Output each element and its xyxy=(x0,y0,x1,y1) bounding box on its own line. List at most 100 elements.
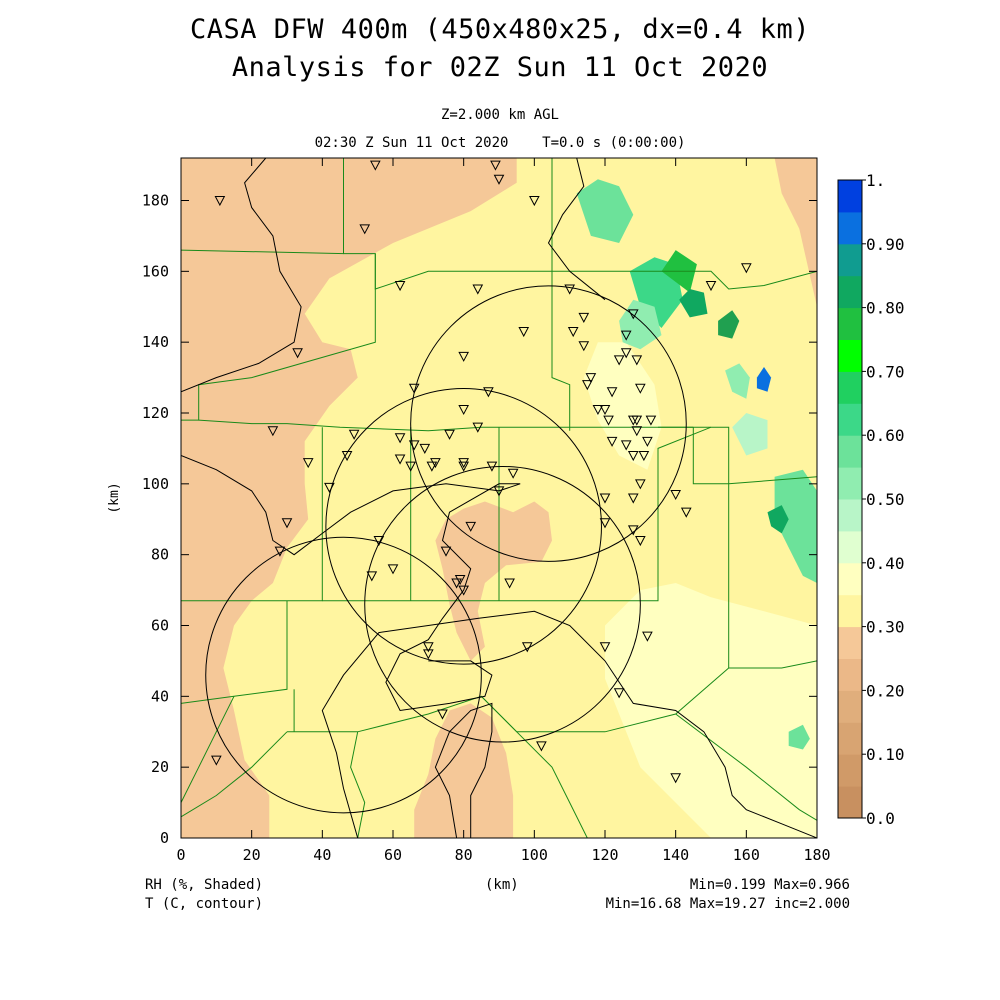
station-marker xyxy=(437,709,448,720)
rh-shaded-region xyxy=(679,289,708,318)
rh-shaded-region xyxy=(435,501,552,661)
station-marker xyxy=(458,585,469,596)
station-marker xyxy=(635,536,646,547)
colorbar-swatch xyxy=(838,658,862,691)
colorbar-label: 0.70 xyxy=(866,362,905,381)
rh-shaded-region xyxy=(583,342,662,470)
station-marker xyxy=(741,263,752,274)
x-tick-label: 180 xyxy=(803,846,830,864)
county-border xyxy=(181,427,323,602)
radar-range-ring xyxy=(364,465,641,743)
y-tick-label: 160 xyxy=(142,262,169,280)
station-marker xyxy=(281,518,293,529)
colorbar-swatch xyxy=(838,243,862,277)
y-tick-label: 20 xyxy=(151,758,169,776)
temperature-contour xyxy=(547,158,606,301)
colorbar-swatch xyxy=(838,307,862,340)
colorbar-swatch xyxy=(838,435,862,468)
station-marker xyxy=(292,348,303,359)
rh-shaded-region xyxy=(181,158,517,838)
y-tick-label: 40 xyxy=(151,687,169,705)
temperature-contour xyxy=(434,702,493,838)
station-marker xyxy=(536,741,547,752)
colorbar-swatch xyxy=(838,275,862,309)
station-marker xyxy=(642,436,653,447)
rh-shaded-region xyxy=(718,310,740,339)
station-marker xyxy=(387,564,399,575)
rh-shaded-region xyxy=(576,179,634,243)
station-marker xyxy=(440,546,452,557)
radar-range-ring xyxy=(205,536,482,814)
station-marker xyxy=(458,351,469,362)
colorbar-swatch xyxy=(838,499,862,532)
plot-frame xyxy=(180,157,818,839)
x-tick-label: 20 xyxy=(243,846,261,864)
y-tick-label: 140 xyxy=(142,333,169,351)
station-marker xyxy=(670,773,681,784)
y-tick-label: 80 xyxy=(151,546,169,564)
x-tick-label: 160 xyxy=(733,846,760,864)
contour-stats: Min=16.68 Max=19.27 inc=2.000 xyxy=(605,896,850,912)
station-marker xyxy=(373,536,385,547)
station-marker xyxy=(493,486,505,497)
station-marker xyxy=(642,631,653,642)
county-border xyxy=(181,696,235,803)
station-marker xyxy=(529,196,540,207)
colorbar-swatch xyxy=(838,530,862,564)
y-axis-label: (km) xyxy=(107,482,122,513)
chart-subtitle: Analysis for 02Z Sun 11 Oct 2020 xyxy=(231,52,769,83)
station-marker xyxy=(348,429,360,440)
plot-area xyxy=(181,158,817,838)
county-border xyxy=(692,427,817,669)
colorbar-swatch xyxy=(838,467,862,500)
colorbar-swatch xyxy=(838,722,862,755)
county-border xyxy=(322,426,730,602)
station-marker xyxy=(635,479,646,490)
station-marker xyxy=(627,525,639,536)
y-tick-label: 60 xyxy=(151,617,169,635)
rh-shaded-region xyxy=(605,583,817,838)
colorbar-label: 0.30 xyxy=(866,618,905,637)
station-marker xyxy=(578,341,590,352)
station-marker xyxy=(394,281,406,292)
colorbar-swatch xyxy=(838,594,862,628)
station-marker xyxy=(631,426,643,437)
station-marker xyxy=(627,309,639,320)
station-marker xyxy=(408,440,420,451)
rh-shaded-region xyxy=(414,703,514,838)
station-marker xyxy=(613,688,625,699)
station-marker xyxy=(214,196,226,207)
x-tick-label: 0 xyxy=(176,846,185,864)
station-marker xyxy=(631,355,643,366)
station-marker xyxy=(504,578,515,589)
station-marker xyxy=(394,433,406,444)
y-tick-label: 0 xyxy=(160,829,169,847)
station-marker xyxy=(490,160,501,171)
colorbar-swatch xyxy=(838,562,862,596)
shade-stats: Min=0.199 Max=0.966 xyxy=(689,877,850,893)
station-marker xyxy=(454,574,466,586)
colorbar-swatch xyxy=(838,626,862,659)
colorbar-label: 0.0 xyxy=(866,809,895,828)
rh-shaded-region xyxy=(774,158,817,307)
station-marker xyxy=(341,451,353,462)
station-marker xyxy=(507,468,519,479)
station-marker xyxy=(430,458,441,469)
chart-title: CASA DFW 400m (450x480x25, dx=0.4 km) xyxy=(190,14,810,45)
station-marker xyxy=(324,482,335,493)
colorbar-swatch xyxy=(838,786,862,819)
station-marker xyxy=(444,429,455,440)
colorbar-swatch xyxy=(838,211,862,245)
colorbar-label: 0.20 xyxy=(866,681,905,700)
x-tick-label: 120 xyxy=(591,846,618,864)
station-marker xyxy=(458,458,469,469)
colorbar-swatch xyxy=(838,690,862,723)
colorbar-label: 0.50 xyxy=(866,490,905,509)
station-marker xyxy=(613,355,625,366)
shade-variable-label: RH (%, Shaded) xyxy=(145,877,264,893)
x-tick-label: 80 xyxy=(455,846,473,864)
county-border xyxy=(552,270,817,290)
station-marker xyxy=(603,415,614,426)
station-marker xyxy=(638,451,650,462)
